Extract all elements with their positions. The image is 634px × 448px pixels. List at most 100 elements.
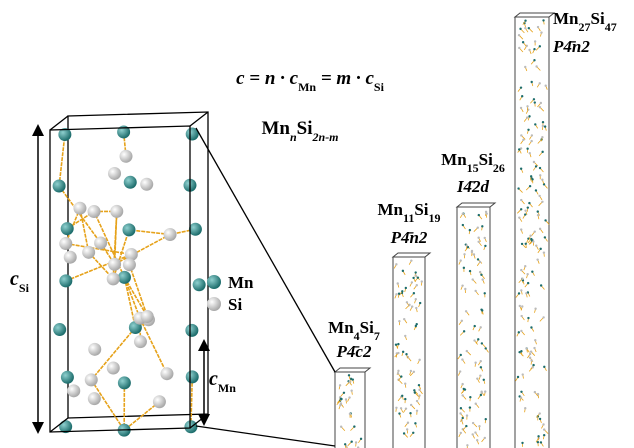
atom	[477, 240, 480, 243]
atom	[525, 44, 528, 48]
atom	[462, 387, 465, 391]
atom	[524, 19, 527, 22]
atom	[404, 334, 407, 338]
atom	[409, 403, 413, 407]
atom	[528, 356, 532, 359]
atom	[483, 292, 486, 295]
formula-text: Si	[297, 118, 313, 139]
atom	[417, 383, 421, 387]
atom	[398, 319, 401, 323]
atom	[465, 244, 468, 247]
atom	[536, 392, 540, 396]
atom	[542, 251, 546, 254]
subscript: 19	[429, 211, 441, 225]
atom	[406, 421, 410, 424]
atom	[465, 414, 469, 417]
mn-atom	[188, 222, 202, 236]
subscript: 15	[467, 161, 479, 175]
atom	[529, 350, 533, 353]
atom	[414, 271, 417, 274]
atom	[474, 402, 477, 405]
atom	[533, 47, 536, 51]
atom	[410, 305, 414, 308]
atom	[526, 147, 529, 150]
atom	[414, 298, 417, 301]
mn-atom	[52, 179, 66, 193]
atom	[528, 184, 532, 188]
atom	[395, 406, 398, 410]
atom	[535, 244, 538, 247]
atom	[528, 151, 531, 155]
mn-atom	[123, 175, 137, 189]
subscript: 27	[579, 20, 591, 34]
atom	[343, 443, 347, 446]
atom	[348, 396, 351, 399]
atom	[536, 258, 539, 261]
formula-text: Si	[360, 318, 374, 337]
atom	[412, 292, 416, 295]
atom	[397, 342, 400, 346]
atom	[397, 369, 400, 373]
atom	[409, 412, 412, 415]
atom	[541, 200, 544, 204]
atom	[532, 160, 536, 164]
mn-atom	[192, 278, 206, 292]
atom	[468, 406, 472, 409]
atom	[477, 338, 480, 341]
atom	[481, 278, 484, 281]
atom	[477, 213, 481, 217]
subscript: 47	[605, 20, 617, 34]
atom	[527, 316, 530, 320]
atom	[517, 292, 521, 295]
atom	[518, 216, 521, 219]
atom	[401, 350, 405, 354]
bond	[123, 276, 148, 317]
atom	[405, 353, 408, 356]
atom	[527, 26, 531, 30]
si-atom	[87, 392, 101, 406]
si-atom	[122, 258, 136, 272]
atom	[413, 391, 417, 394]
atom	[401, 290, 404, 293]
subscript: 11	[403, 211, 414, 225]
atom	[476, 439, 479, 442]
atom	[525, 116, 529, 119]
atom	[350, 389, 353, 392]
atom	[542, 433, 546, 437]
formula-text: c = n · c	[236, 68, 299, 89]
atom	[529, 175, 533, 178]
atom	[525, 292, 528, 295]
atom	[479, 366, 483, 369]
atom	[526, 206, 530, 209]
atom	[466, 444, 469, 447]
phase-formula: Mn11Si19	[377, 200, 440, 225]
atom	[519, 86, 523, 89]
atom	[418, 301, 422, 305]
atom	[459, 431, 463, 435]
atom	[539, 174, 542, 177]
mn-atom	[117, 270, 131, 284]
space-group: P4̄n2	[552, 37, 590, 56]
atom	[484, 210, 488, 214]
atom	[528, 48, 531, 52]
atom	[526, 272, 529, 276]
atom	[521, 277, 524, 280]
atom	[397, 292, 401, 295]
atom	[525, 347, 528, 350]
si-atom	[108, 166, 122, 180]
atom	[521, 441, 524, 445]
formula-text: Si	[414, 200, 428, 219]
atom	[520, 390, 523, 393]
subscript: 2n-m	[312, 130, 339, 144]
atom	[474, 361, 477, 364]
atom	[479, 326, 482, 329]
atom	[524, 407, 527, 410]
atom	[538, 82, 541, 85]
si-atom	[119, 149, 133, 163]
supercell-top	[455, 202, 497, 208]
atom	[484, 390, 487, 393]
mn-atom	[60, 370, 74, 384]
atom	[520, 350, 523, 353]
atom	[460, 319, 464, 322]
atom	[534, 307, 537, 310]
